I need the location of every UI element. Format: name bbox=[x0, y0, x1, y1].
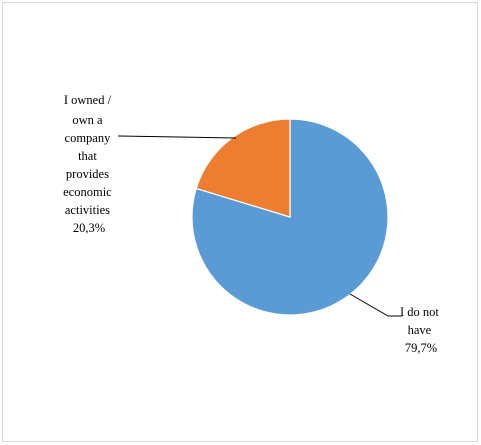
slice-label-orange-line: company bbox=[65, 131, 112, 145]
leader-line-blue bbox=[349, 293, 402, 317]
slice-label-orange-line: that bbox=[78, 149, 97, 163]
slice-label-orange-line: provides bbox=[66, 167, 109, 181]
slice-label-blue-line: have bbox=[408, 323, 432, 337]
slice-label-orange-line: I owned / bbox=[64, 93, 112, 107]
slice-label-blue: I do not have 79,7% bbox=[400, 305, 442, 355]
slice-value-orange: 20,3% bbox=[73, 221, 105, 235]
slice-value-blue: 79,7% bbox=[405, 341, 437, 355]
pie-slices bbox=[191, 118, 389, 316]
slice-label-blue-line: I do not bbox=[400, 305, 439, 319]
slice-label-orange-line: activities bbox=[65, 203, 110, 217]
leader-lines bbox=[117, 135, 402, 317]
slice-label-orange-line: economic bbox=[63, 185, 112, 199]
slice-label-orange-line: own a bbox=[72, 113, 103, 127]
leader-line-orange bbox=[117, 135, 237, 139]
slice-label-orange: I owned / own a company that provides ec… bbox=[63, 93, 115, 235]
